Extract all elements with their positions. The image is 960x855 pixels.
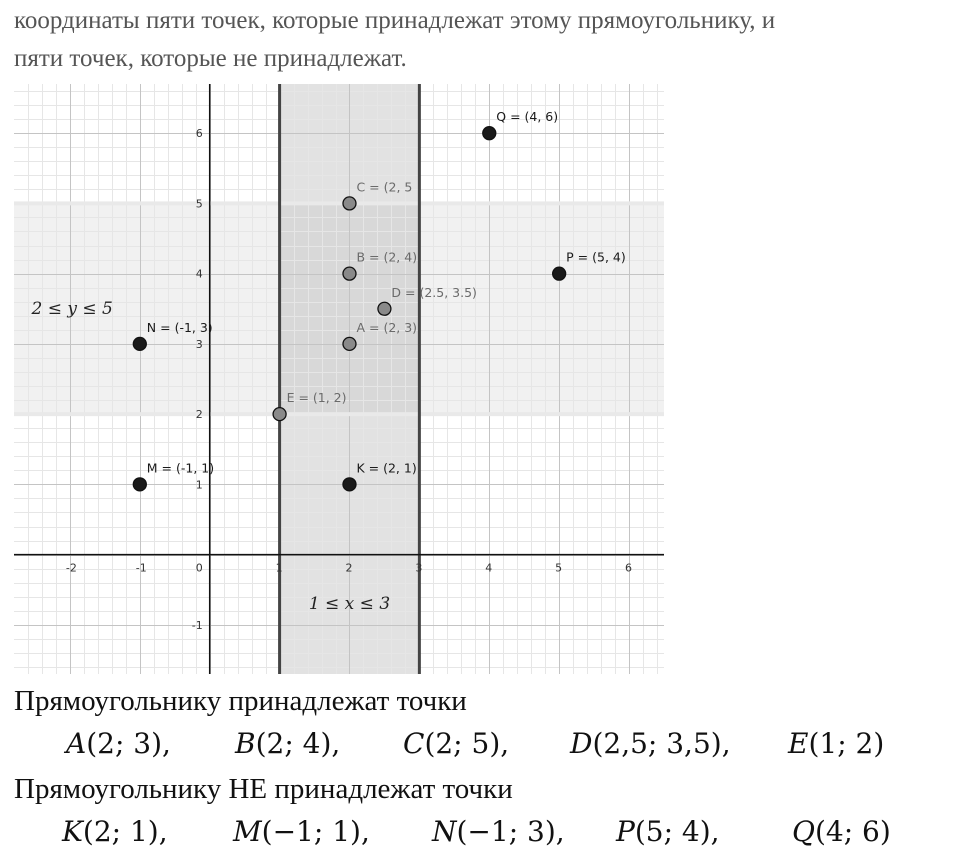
point-p-marker [552,266,567,281]
point-b-marker [342,266,357,281]
y-tick-label: 6 [196,127,203,140]
point-m-label: M = (-1, 1) [147,460,214,475]
outside-points-heading: Прямоугольнику НЕ принадлежат точки [14,773,513,805]
answer-point-a: A(2; 3), [66,727,171,760]
point-name: D [570,727,593,760]
point-q-marker [482,126,497,141]
point-c-marker [342,196,357,211]
point-p-label: P = (5, 4) [566,250,626,265]
horizontal-band-label: 2 ≤ y ≤ 5 [30,299,112,319]
point-c-label: C = (2, 5 [356,179,412,194]
point-n-label: N = (-1, 3) [147,320,213,335]
problem-text-line-1: координаты пяти точек, которые принадлеж… [14,7,776,34]
point-name: C [403,727,425,760]
point-b-label: B = (2, 4) [356,250,417,265]
y-tick-label: 4 [196,268,203,281]
inside-points-heading: Прямоугольнику принадлежат точки [14,685,467,717]
problem-text-line-2: пяти точек, которые не принадлежат. [14,45,407,72]
x-tick-label: 4 [485,562,492,575]
x-tick-label: 1 [276,562,283,575]
point-coords: (−1; 3), [456,815,565,848]
answer-point-p: P(5; 4), [616,815,720,848]
vertical-band-label: 1 ≤ x ≤ 3 [309,594,390,614]
point-e-label: E = (1, 2) [287,390,347,405]
x-tick-label: 0 [196,562,203,575]
point-name: Q [792,815,815,848]
outside-points-list: K(2; 1), M(−1; 1), N(−1; 3), P(5; 4), Q(… [0,815,960,855]
coordinate-plane-chart: -2 -1 0 1 2 3 4 5 6 -1 1 2 3 4 5 6 2 ≤ y ≤ 5 1 ≤ x ≤ 3 C =… [14,84,664,674]
point-n-marker [132,336,147,352]
inside-points-list: A(2; 3), B(2; 4), C(2; 5), D(2,5; 3,5), … [0,727,960,767]
point-coords: (2; 1), [82,815,168,848]
point-coords: (2; 5), [424,727,510,760]
answer-point-e: E(1; 2) [788,727,884,760]
answer-point-q: Q(4; 6) [792,815,891,848]
answer-point-k: K(2; 1), [62,815,168,848]
point-name: P [616,815,635,848]
minor-grid [14,84,664,674]
x-tick-label: 3 [415,562,422,575]
answer-point-b: B(2; 4), [235,727,340,760]
answer-point-n: N(−1; 3), [432,815,565,848]
y-tick-label: 2 [196,408,203,421]
x-tick-label: -1 [136,562,147,575]
point-m-marker [132,477,147,492]
problem-text: координаты пяти точек, которые принадлеж… [14,2,944,78]
point-coords: (−1; 1), [261,815,370,848]
point-name: K [62,815,83,848]
x-tick-label: 2 [345,562,352,575]
point-k-label: K = (2, 1) [356,460,416,475]
point-coords: (5; 4), [634,815,720,848]
point-coords: (4; 6) [814,815,891,848]
y-tick-label: 3 [196,338,203,351]
answer-point-c: C(2; 5), [403,727,509,760]
y-tick-label: -1 [192,619,203,632]
point-coords: (2; 3), [86,727,171,760]
point-name: E [788,727,809,760]
point-coords: (2; 4), [255,727,341,760]
point-name: A [66,727,87,760]
point-e-marker [272,406,287,422]
point-d-marker [377,301,392,316]
x-tick-label: -2 [66,562,77,575]
point-k-marker [342,477,357,492]
y-tick-label: 1 [196,478,203,491]
point-a-marker [342,336,357,352]
y-tick-label: 5 [196,197,203,210]
point-coords: (2,5; 3,5), [592,727,731,760]
point-name: M [233,815,262,848]
point-a-label: A = (2, 3) [356,320,417,335]
answer-point-m: M(−1; 1), [233,815,370,848]
point-q-label: Q = (4, 6) [496,109,558,124]
x-tick-label: 6 [625,562,632,575]
point-d-label: D = (2.5, 3.5) [391,285,477,300]
x-tick-label: 5 [555,562,562,575]
point-coords: (1; 2) [808,727,885,760]
answer-point-d: D(2,5; 3,5), [570,727,731,760]
point-name: B [235,727,256,760]
point-name: N [432,815,457,848]
